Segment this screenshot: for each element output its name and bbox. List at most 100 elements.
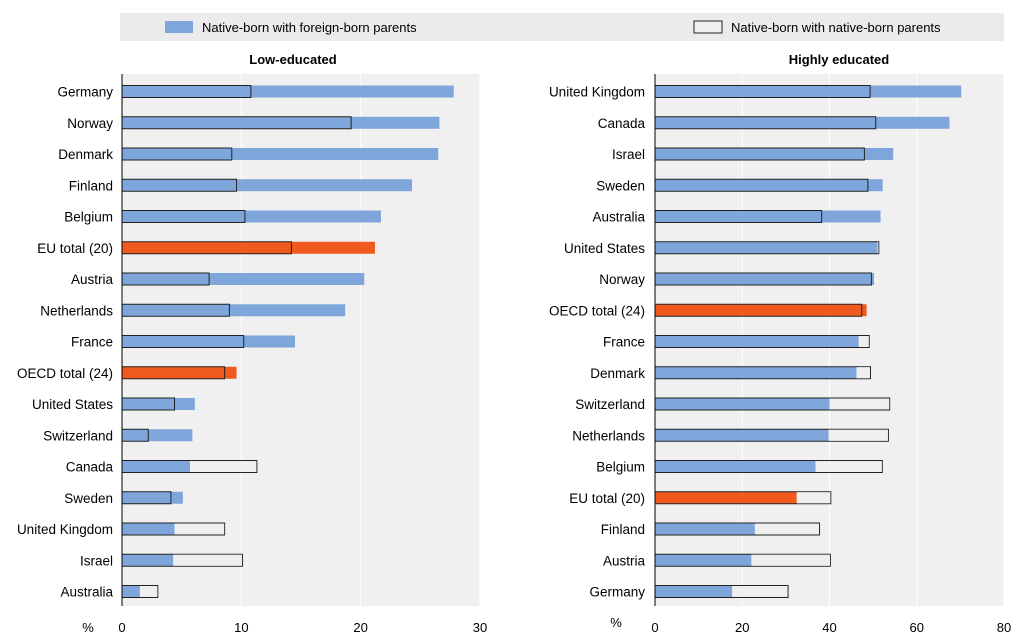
bar-native-fill-canada [190,461,257,472]
category-label: Israel [80,553,113,568]
category-label: OECD total (24) [549,303,645,318]
bar-native-fill-belgium [815,461,882,472]
bar-foreign-sweden [122,491,183,504]
bar-foreign-oecd-total-24 [122,366,237,379]
bar-foreign-germany [655,585,733,598]
category-label: EU total (20) [569,491,645,506]
bar-foreign-israel [655,148,894,160]
bar-foreign-denmark [655,366,857,379]
bar-foreign-france [122,335,296,348]
bar-foreign-finland [655,523,755,535]
category-label: Germany [589,585,645,600]
category-label: Canada [66,460,114,475]
category-label: Denmark [590,366,645,381]
category-label: Norway [67,116,113,131]
bar-native-fill-germany [732,586,788,597]
x-tick-label: 30 [473,620,487,634]
bar-foreign-united-states [655,241,878,254]
category-label: Finland [601,522,645,537]
x-tick-label: 60 [910,620,924,634]
category-label: Australia [60,585,113,600]
category-label: Norway [599,272,645,287]
bar-foreign-norway [655,273,874,285]
bar-foreign-austria [122,273,365,285]
bar-foreign-belgium [655,460,816,473]
category-label: OECD total (24) [17,366,113,381]
category-label: Finland [69,178,113,193]
category-label: Germany [57,85,113,100]
bar-foreign-denmark [122,148,439,160]
category-label: Sweden [596,178,645,193]
bar-foreign-belgium [122,210,381,223]
tick-labels-highly-educated: 0 20 40 60 80 [651,620,1011,634]
bar-foreign-eu-total-20 [655,491,797,504]
x-tick-label: 40 [822,620,836,634]
bar-native-fill-france [858,336,869,347]
bar-foreign-united-kingdom [655,85,962,98]
category-label: United Kingdom [549,85,645,100]
bar-foreign-canada [122,460,191,473]
bar-native-fill-finland [754,523,819,535]
x-tick-label: 0 [118,620,125,634]
legend: Native-born with foreign-born parents Na… [120,13,1004,41]
category-label: United States [32,397,113,412]
panel-low-educated: Low-educated Germany Norway Denmark Finland… [17,52,487,634]
category-labels-low-educated: Germany Norway Denmark Finland Belgium EU tot… [17,85,114,600]
bar-foreign-germany [122,85,454,98]
category-label: Austria [71,272,114,287]
bar-foreign-united-states [122,398,195,410]
bar-foreign-switzerland [655,398,830,410]
bar-native-fill-denmark [856,367,871,379]
legend-swatch-foreign [165,21,193,33]
x-tick-label: 80 [997,620,1011,634]
bar-foreign-austria [655,554,752,567]
bar-foreign-israel [122,554,174,567]
category-label: Switzerland [575,397,645,412]
category-label: Israel [612,147,645,162]
panel-title-low-educated: Low-educated [249,52,336,67]
bar-foreign-netherlands [122,304,346,317]
unit-label-low-educated: % [82,620,94,634]
category-label: United Kingdom [17,522,113,537]
panel-highly-educated: Highly educated United Kingdom Canada Isra… [549,52,1011,634]
bar-native-fill-switzerland [829,398,890,410]
category-label: France [603,335,645,350]
bar-foreign-australia [655,210,881,223]
panel-title-highly-educated: Highly educated [789,52,889,67]
bar-foreign-switzerland [122,429,193,442]
bars-highly-educated [654,85,962,598]
bar-native-fill-austria [751,554,830,566]
category-label: United States [564,241,645,256]
x-tick-label: 20 [353,620,367,634]
bar-foreign-australia [122,585,140,598]
x-tick-label: 20 [735,620,749,634]
tick-labels-low-educated: 0 10 20 30 [118,620,487,634]
category-label: Austria [603,553,646,568]
bar-foreign-norway [122,116,440,129]
bar-native-fill-united-kingdom [174,523,225,535]
legend-label-foreign: Native-born with foreign-born parents [202,20,417,35]
legend-swatch-native [693,20,723,34]
x-tick-label: 0 [651,620,658,634]
bar-foreign-united-kingdom [122,523,175,535]
bar-foreign-france [655,335,859,348]
unit-label-highly-educated: % [610,615,622,630]
bar-foreign-netherlands [655,429,829,442]
legend-background [120,13,1004,41]
bar-native-fill-eu-total-20 [796,492,831,504]
category-label: Switzerland [43,428,113,443]
x-tick-label: 10 [234,620,248,634]
category-label: EU total (20) [37,241,113,256]
bar-native-fill-united-states [877,242,879,254]
bar-foreign-finland [122,179,412,192]
category-label: France [71,335,113,350]
category-labels-highly-educated: United Kingdom Canada Israel Sweden Australi… [549,85,646,600]
bar-foreign-canada [655,116,950,129]
category-label: Australia [592,210,645,225]
legend-label-native: Native-born with native-born parents [731,20,941,35]
bar-native-fill-netherlands [828,429,888,441]
bar-foreign-sweden [655,179,883,192]
bar-foreign-eu-total-20 [122,241,375,254]
category-label: Belgium [596,460,645,475]
